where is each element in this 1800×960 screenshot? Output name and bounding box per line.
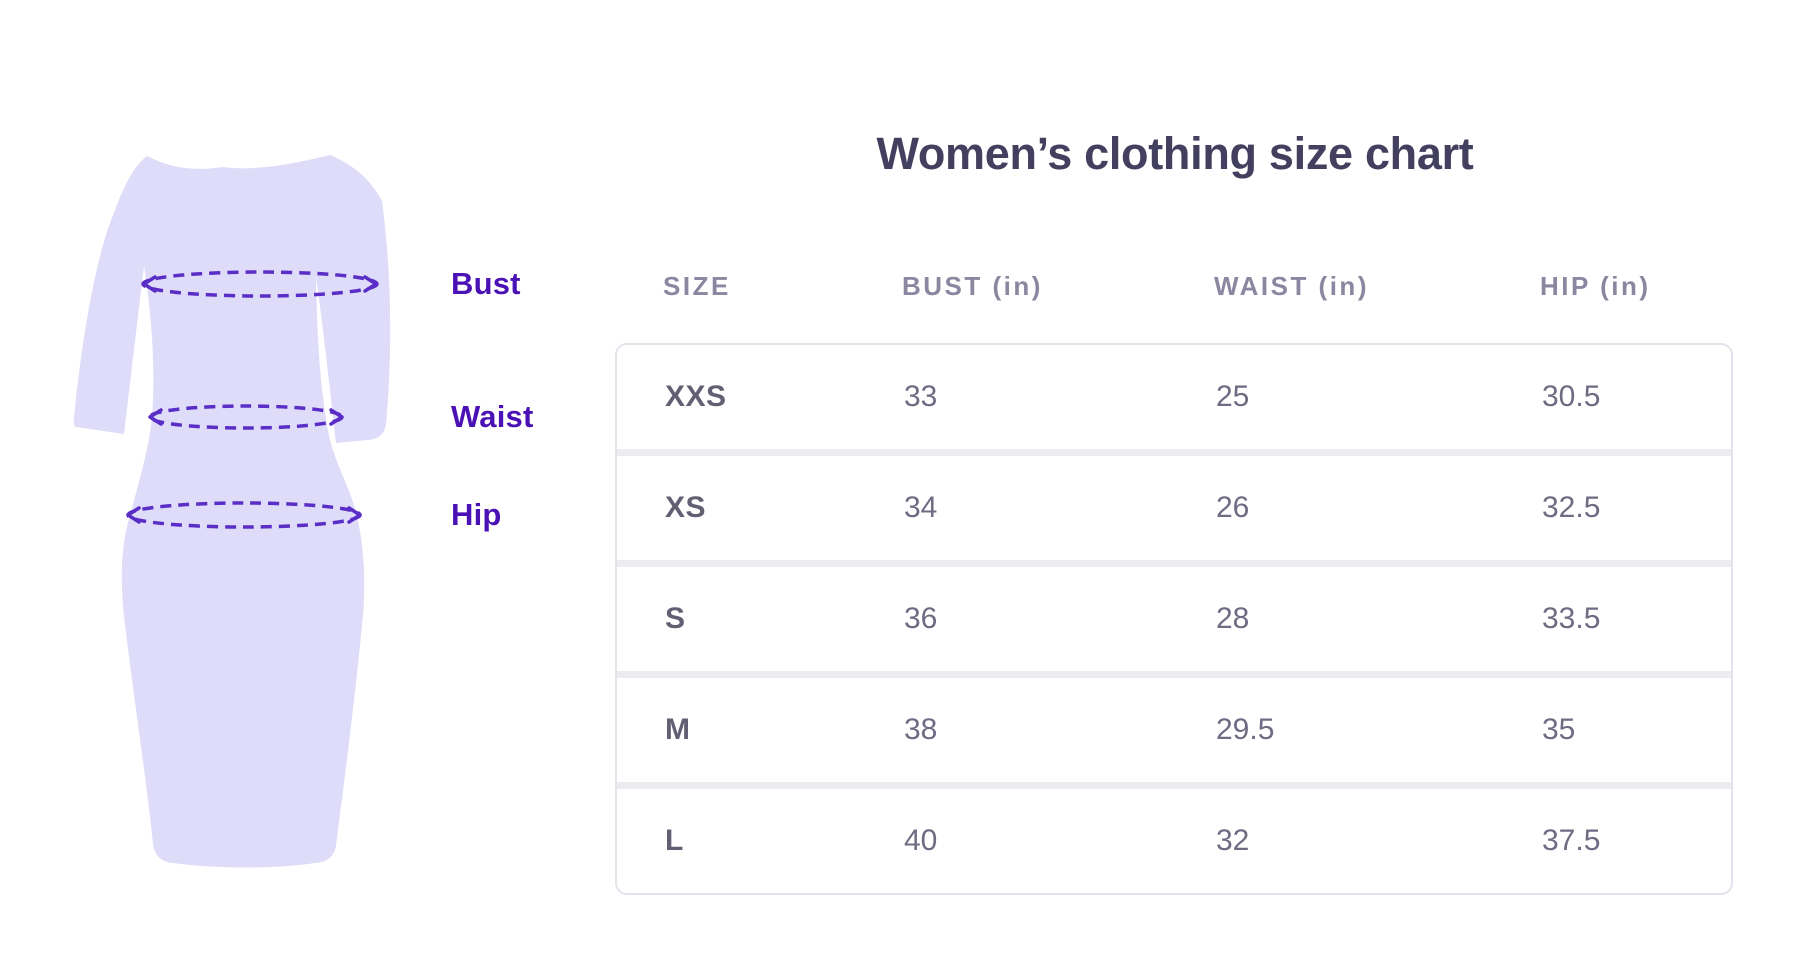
- size-cell: L: [665, 824, 684, 857]
- size-cell: M: [665, 713, 691, 746]
- bust-arrow-left-icon: [142, 275, 157, 293]
- waist-cell: 32: [1216, 824, 1250, 857]
- column-header-waist: WAIST (in): [1214, 270, 1369, 301]
- waist-cell: 29.5: [1216, 713, 1275, 746]
- hip-arrow-left-icon: [126, 506, 141, 524]
- table-row: L 40 32 37.5: [617, 782, 1731, 893]
- size-cell: XXS: [665, 380, 727, 413]
- bust-cell: 40: [904, 824, 938, 857]
- table-header-row: SIZE BUST (in) WAIST (in) HIP (in): [615, 266, 1733, 306]
- hip-cell: 37.5: [1542, 824, 1601, 857]
- table-row: XXS 33 25 30.5: [617, 345, 1731, 449]
- bust-arrow-right-icon: [363, 275, 378, 293]
- dress-silhouette: [73, 155, 391, 868]
- table-row: S 36 28 33.5: [617, 560, 1731, 671]
- hip-arrow-right-icon: [347, 506, 362, 524]
- size-cell: S: [665, 602, 686, 635]
- table-row: M 38 29.5 35: [617, 671, 1731, 782]
- size-cell: XS: [665, 491, 707, 524]
- column-header-hip: HIP (in): [1540, 270, 1651, 301]
- waist-cell: 28: [1216, 602, 1250, 635]
- waist-arrow-right-icon: [329, 408, 344, 426]
- size-table: XXS 33 25 30.5 XS 34 26 32.5 S 36 28 33.…: [615, 343, 1733, 895]
- hip-cell: 35: [1542, 713, 1576, 746]
- waist-arrow-left-icon: [148, 408, 163, 426]
- waist-cell: 25: [1216, 380, 1250, 413]
- hip-cell: 32.5: [1542, 491, 1601, 524]
- bust-cell: 34: [904, 491, 938, 524]
- dress-illustration: [73, 155, 391, 868]
- bust-cell: 33: [904, 380, 938, 413]
- column-header-bust: BUST (in): [902, 270, 1043, 301]
- bust-label: Bust: [451, 266, 521, 301]
- hip-label: Hip: [451, 497, 502, 532]
- bust-cell: 36: [904, 602, 938, 635]
- bust-cell: 38: [904, 713, 938, 746]
- hip-cell: 30.5: [1542, 380, 1601, 413]
- table-row: XS 34 26 32.5: [617, 449, 1731, 560]
- waist-label: Waist: [451, 399, 534, 434]
- hip-cell: 33.5: [1542, 602, 1601, 635]
- column-header-size: SIZE: [663, 270, 731, 301]
- waist-cell: 26: [1216, 491, 1250, 524]
- page-title: Women’s clothing size chart: [876, 128, 1474, 179]
